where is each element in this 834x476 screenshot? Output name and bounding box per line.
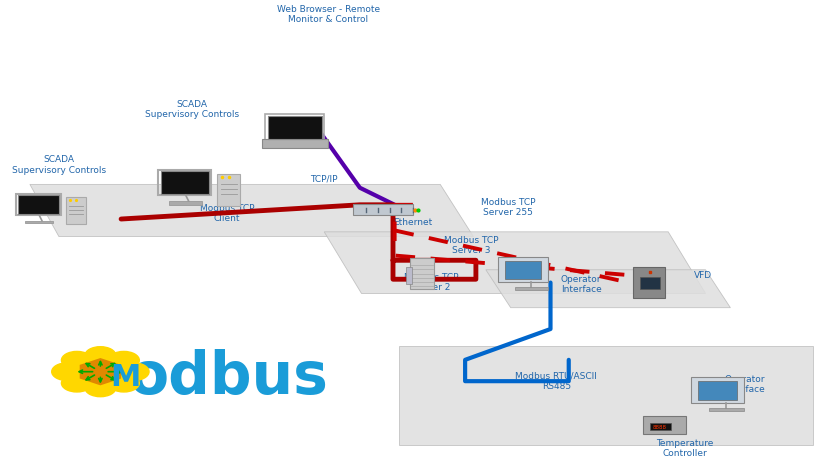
Circle shape (62, 352, 93, 369)
FancyBboxPatch shape (409, 258, 435, 289)
FancyBboxPatch shape (505, 261, 541, 279)
Circle shape (108, 375, 139, 392)
FancyBboxPatch shape (406, 268, 412, 284)
FancyBboxPatch shape (698, 381, 736, 400)
Circle shape (85, 347, 116, 365)
FancyBboxPatch shape (498, 258, 548, 282)
FancyBboxPatch shape (169, 202, 203, 205)
FancyBboxPatch shape (66, 198, 86, 225)
Text: Web Browser - Remote
Monitor & Control: Web Browser - Remote Monitor & Control (277, 5, 380, 24)
FancyBboxPatch shape (650, 423, 671, 431)
Text: Modbus TCP
Server 2: Modbus TCP Server 2 (404, 272, 459, 291)
FancyBboxPatch shape (691, 377, 744, 403)
Circle shape (85, 379, 116, 397)
Text: M: M (110, 362, 141, 391)
Polygon shape (30, 185, 474, 237)
Text: odbus: odbus (128, 348, 329, 405)
Text: 8888: 8888 (653, 424, 667, 429)
Circle shape (108, 352, 139, 369)
FancyBboxPatch shape (640, 278, 660, 289)
FancyBboxPatch shape (268, 117, 322, 140)
Text: Modbus TCP
Server 3: Modbus TCP Server 3 (444, 235, 498, 255)
FancyBboxPatch shape (709, 408, 744, 411)
FancyBboxPatch shape (633, 268, 665, 298)
Text: Ethernet: Ethernet (393, 218, 432, 227)
Text: Operator
Interface: Operator Interface (724, 374, 765, 393)
Text: Modbus TCP
Server 255: Modbus TCP Server 255 (481, 198, 535, 217)
Polygon shape (324, 232, 706, 294)
Text: Operator
Interface: Operator Interface (560, 275, 601, 294)
Circle shape (118, 363, 149, 381)
FancyBboxPatch shape (18, 196, 59, 215)
Polygon shape (399, 346, 813, 445)
Text: SCADA
Supervisory Controls: SCADA Supervisory Controls (144, 99, 239, 119)
Text: Temperature
Controller: Temperature Controller (656, 438, 713, 457)
Circle shape (62, 375, 93, 392)
Text: Modbus TCP
Client: Modbus TCP Client (200, 204, 254, 223)
FancyBboxPatch shape (643, 416, 686, 435)
FancyBboxPatch shape (25, 221, 53, 224)
Text: Modbus RTU/ASCII
RS485: Modbus RTU/ASCII RS485 (515, 370, 597, 390)
FancyBboxPatch shape (218, 174, 240, 206)
FancyBboxPatch shape (262, 140, 329, 149)
FancyBboxPatch shape (354, 204, 413, 216)
Polygon shape (486, 270, 731, 308)
Text: VFD: VFD (694, 271, 712, 279)
Circle shape (52, 363, 83, 381)
FancyBboxPatch shape (515, 287, 548, 290)
Text: SCADA
Supervisory Controls: SCADA Supervisory Controls (12, 155, 106, 174)
Text: TCP/IP: TCP/IP (310, 174, 338, 183)
FancyBboxPatch shape (161, 172, 209, 195)
